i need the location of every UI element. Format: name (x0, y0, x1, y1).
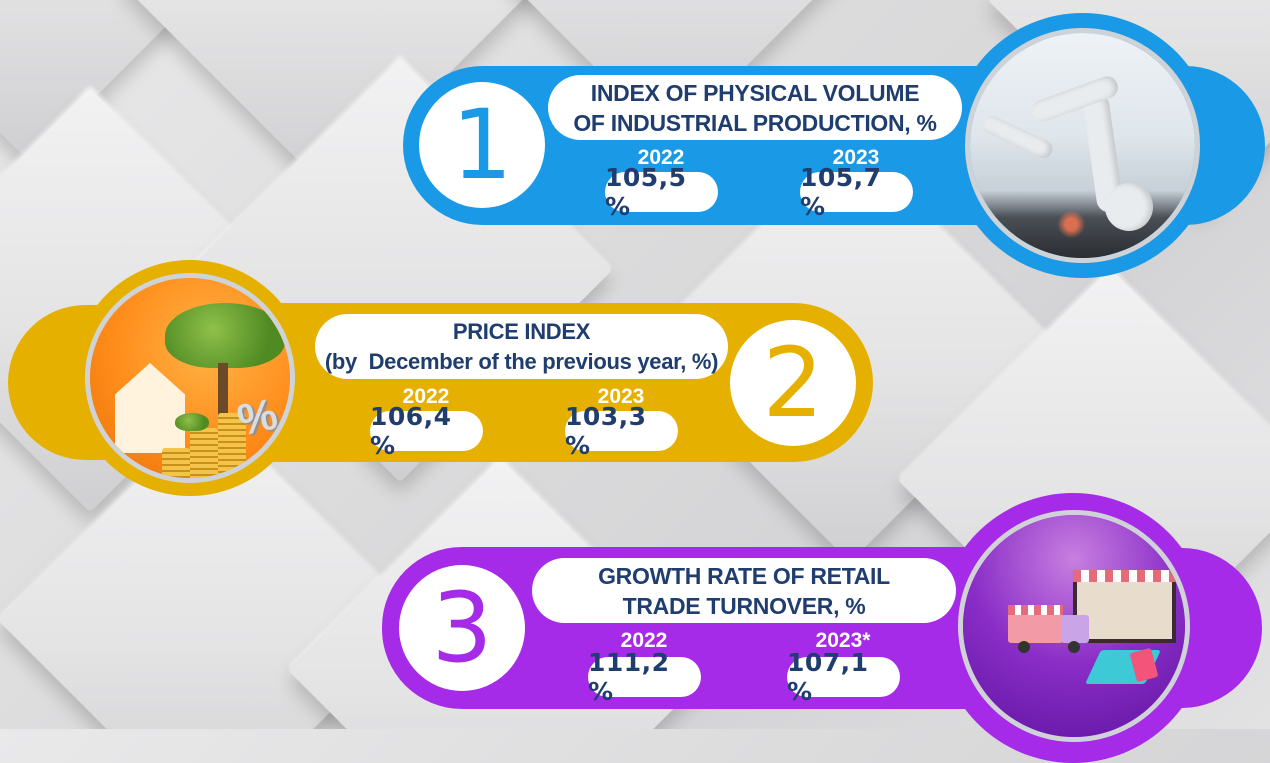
panel-3-title: GROWTH RATE OF RETAIL TRADE TURNOVER, % (532, 558, 956, 623)
panel-3-number: 3 (431, 572, 493, 684)
panel-1-year-2022: 2022 (637, 146, 685, 169)
panel-2-title: PRICE INDEX (by December of the previous… (315, 314, 728, 379)
panel-2-value-2023: 103,3 % (565, 402, 678, 460)
panel-1-number: 1 (451, 89, 513, 201)
panel-2-title-line2: (by December of the previous year, %) (324, 348, 719, 374)
panel-1-year-2023: 2023 (832, 146, 880, 169)
panel-2-number-badge: 2 (730, 320, 856, 446)
panel-1-number-badge: 1 (419, 82, 545, 208)
panel-3-year-2023: 2023* (815, 629, 871, 652)
panel-1-title-line1: INDEX OF PHYSICAL VOLUME (590, 79, 920, 106)
retail-illustration (958, 510, 1190, 742)
panel-3-value-2022: 111,2 % (588, 648, 701, 706)
panel-3-year-2022: 2022 (620, 629, 668, 652)
panel-3-title-line1: GROWTH RATE OF RETAIL (598, 562, 890, 589)
panel-2-year-2023: 2023 (597, 385, 645, 408)
panel-1-title-line2: OF INDUSTRIAL PRODUCTION, % (573, 109, 937, 136)
panel-3-number-badge: 3 (399, 565, 525, 691)
panel-1-value-2023: 105,7 % (800, 163, 913, 221)
panel-3-value-2023: 107,1 % (787, 648, 900, 706)
panel-2-value-2022: 106,4 % (370, 402, 483, 460)
panel-2-year-2022: 2022 (402, 385, 450, 408)
panel-1-value-2022: 105,5 % (605, 163, 718, 221)
panel-1-title: INDEX OF PHYSICAL VOLUME OF INDUSTRIAL P… (548, 75, 962, 140)
industrial-robot-photo (965, 28, 1200, 263)
panel-2-title-line1: PRICE INDEX (452, 318, 591, 344)
panel-2-number: 2 (762, 327, 824, 439)
panel-3-title-line2: TRADE TURNOVER, % (622, 592, 866, 619)
money-tree-photo: % (85, 273, 295, 483)
